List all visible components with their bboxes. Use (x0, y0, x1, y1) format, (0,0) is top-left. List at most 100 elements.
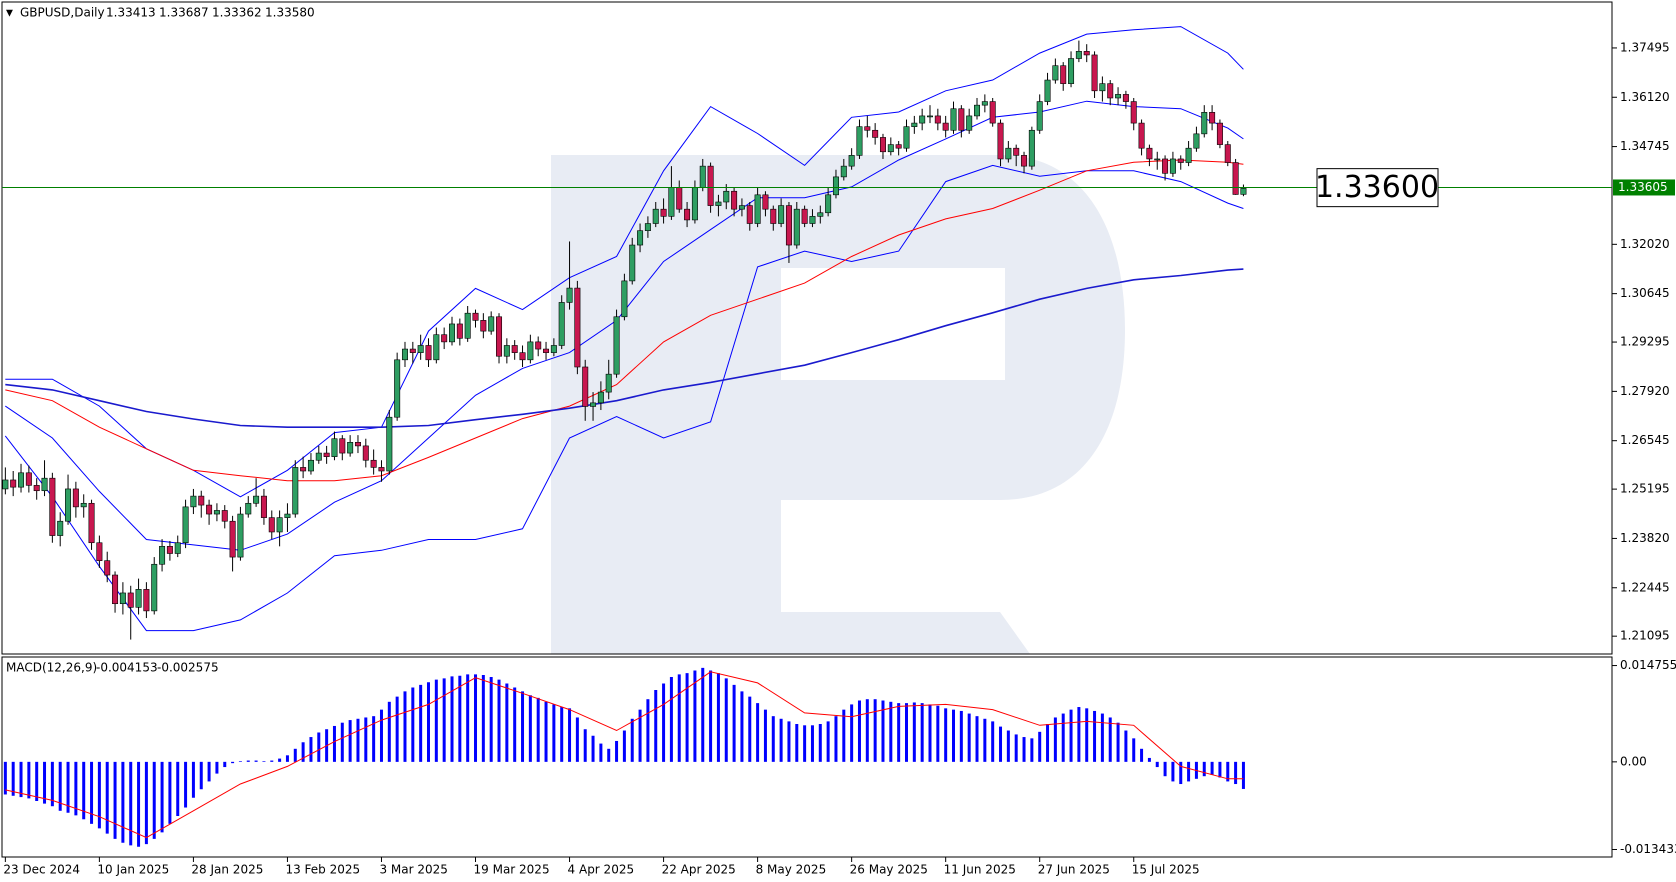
candle-body (347, 442, 354, 454)
x-tick-label: 13 Feb 2025 (285, 863, 360, 877)
candle-body (57, 520, 64, 536)
header-close: 1.33580 (265, 6, 315, 20)
candle-body (362, 445, 369, 461)
y-tick-label: 1.21095 (1620, 629, 1670, 643)
candle-body (331, 438, 338, 457)
candle-body (268, 517, 275, 533)
candle-body (41, 477, 48, 492)
price-label-box (1316, 168, 1439, 208)
candle-body (919, 115, 926, 124)
candle-body (1177, 158, 1184, 163)
candle-body (127, 592, 134, 608)
candle-body (221, 510, 228, 522)
candle-body (284, 513, 291, 518)
candle-body (974, 104, 981, 117)
macd-pane (1, 656, 1613, 858)
y-tick-label: 1.27920 (1620, 384, 1670, 398)
candle-body (958, 108, 965, 131)
candle-body (848, 155, 855, 167)
candle-body (903, 126, 910, 149)
chart-title: GBPUSD,Daily (20, 6, 105, 20)
x-tick-label: 22 Apr 2025 (662, 863, 736, 877)
candle-body (543, 348, 550, 353)
candle-body (1130, 101, 1137, 124)
candle-body (856, 126, 863, 156)
x-tick-label: 3 Mar 2025 (379, 863, 447, 877)
candle-body (872, 129, 879, 138)
candle-body (1068, 58, 1075, 84)
candle-body (707, 165, 714, 206)
candle-body (1209, 112, 1216, 124)
candle-body (1162, 158, 1169, 174)
candle-body (840, 165, 847, 178)
candle-body (1005, 147, 1012, 160)
candle-body (65, 488, 72, 522)
candle-body (684, 208, 691, 221)
candle-body (809, 216, 816, 224)
y-tick-label: 1.23820 (1620, 531, 1670, 545)
candle-body (1146, 147, 1153, 160)
header-high: 1.33687 (159, 6, 209, 20)
candle-body (96, 542, 103, 561)
macd-title: MACD(12,26,9) (6, 661, 97, 675)
candle-body (1154, 158, 1161, 161)
candle-body (754, 194, 761, 224)
candle-body (2, 479, 9, 490)
candle-body (1075, 51, 1082, 59)
indicator-line (4, 164, 1244, 632)
candle-body (762, 194, 769, 210)
candle-body (1115, 94, 1122, 99)
candle-body (511, 345, 518, 353)
price-label: 1.33600 (1315, 170, 1439, 205)
candle-body (1083, 51, 1090, 56)
candle-body (339, 438, 346, 454)
candle-body (825, 194, 832, 214)
candle-body (370, 459, 377, 468)
x-tick-label: 27 Jun 2025 (1038, 863, 1110, 877)
candle-body (159, 546, 166, 565)
candle-body (1036, 101, 1043, 131)
candle-body (738, 205, 745, 210)
candle-body (456, 323, 463, 339)
candle-body (276, 517, 283, 533)
candle-body (778, 205, 785, 224)
candle-body (213, 510, 220, 515)
candle-body (472, 312, 479, 321)
candle-body (292, 467, 299, 515)
candle-body (354, 442, 361, 447)
y-tick-label: 1.36120 (1620, 90, 1670, 104)
macd-main-value: -0.004153 (96, 661, 158, 675)
candle-body (550, 345, 557, 353)
candle-body (676, 187, 683, 210)
indicator-line (5, 268, 1244, 428)
candle-body (895, 144, 902, 149)
candle-body (644, 223, 651, 231)
candle-body (1013, 147, 1020, 156)
macd-tick-label: 0.00 (1620, 754, 1647, 768)
x-tick-label: 4 Apr 2025 (568, 863, 635, 877)
candle-body (746, 205, 753, 224)
candle-body (1044, 79, 1051, 102)
candle-body (104, 560, 111, 576)
candle-body (668, 187, 675, 217)
candle-body (190, 495, 197, 508)
candle-body (260, 495, 267, 518)
candle-body (1201, 112, 1208, 135)
candle-body (817, 212, 824, 217)
macd-tick-label: -0.013433 (1620, 842, 1676, 856)
header-open: 1.33413 (106, 6, 156, 20)
candle-body (582, 366, 589, 407)
candle-body (143, 589, 150, 612)
macd-signal-value: -0.002575 (157, 661, 219, 675)
candle-body (88, 502, 95, 544)
candle-body (464, 312, 471, 339)
candle-body (574, 287, 581, 368)
candle-body (1021, 155, 1028, 167)
candle-body (182, 506, 189, 544)
candle-body (496, 316, 503, 357)
x-tick-label: 19 Mar 2025 (474, 863, 550, 877)
candle-body (1122, 94, 1129, 102)
candle-body (151, 563, 158, 612)
macd-signal-line (5, 671, 1244, 839)
